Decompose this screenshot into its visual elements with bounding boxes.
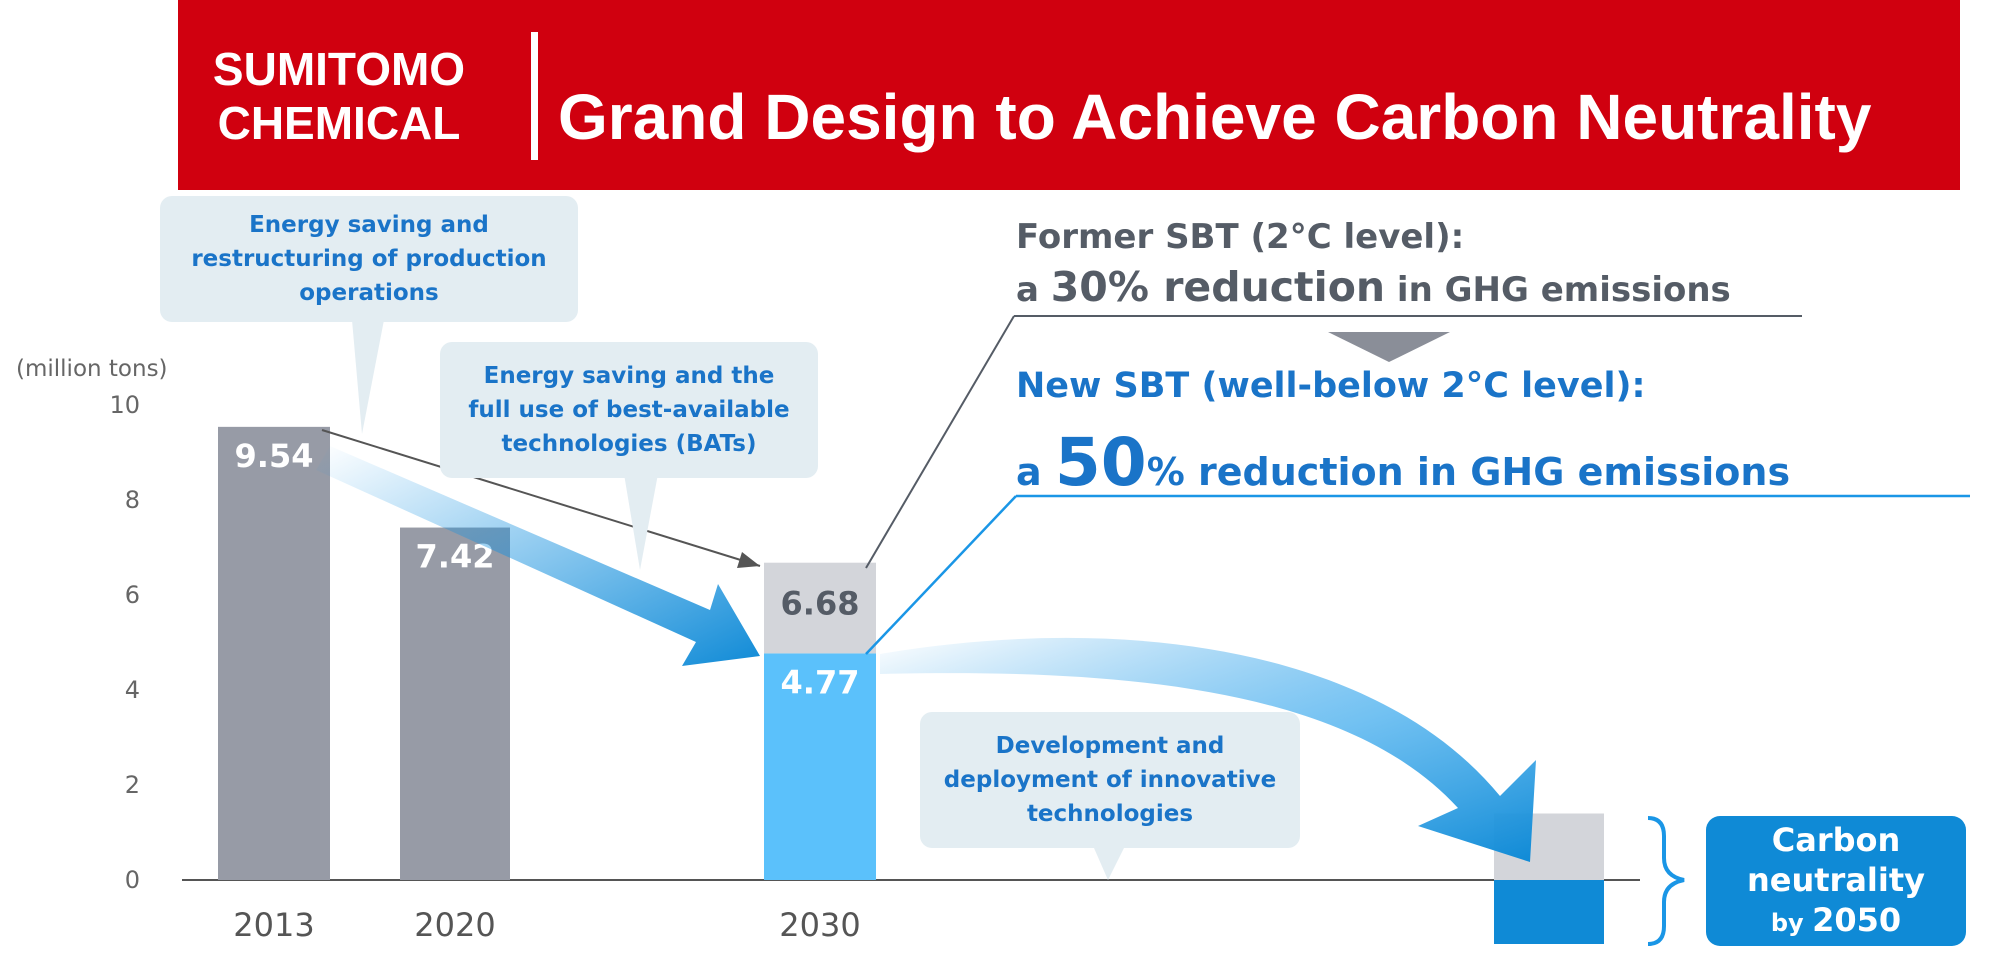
callout-text: Development and deployment of innovative… xyxy=(943,733,1277,827)
neutral-year: 2050 xyxy=(1812,900,1902,939)
bar-2030 xyxy=(764,653,876,880)
y-tick-label: 4 xyxy=(125,676,140,704)
brand-line-1: SUMITOMO xyxy=(212,43,466,95)
neutral-by: by xyxy=(1770,908,1813,937)
neutral-line-3: by 2050 xyxy=(1706,900,1966,943)
reduction-arrow-2030-2050 xyxy=(880,637,1536,862)
callout-1-pointer xyxy=(352,320,384,434)
page-title: Grand Design to Achieve Carbon Neutralit… xyxy=(558,81,1872,153)
reduction-arrow-2013-2030 xyxy=(316,446,760,666)
brand-line-2: CHEMICAL xyxy=(217,97,461,149)
callout-3-pointer xyxy=(1094,848,1124,880)
former-sbt-reduction: a 30% reduction in GHG emissions xyxy=(1016,262,1731,315)
y-tick-label: 8 xyxy=(125,486,140,514)
new-sbt-connector xyxy=(865,495,1017,655)
callout-innovative-tech: Development and deployment of innovative… xyxy=(920,712,1300,848)
header-banner: SUMITOMO CHEMICAL Grand Design to Achiev… xyxy=(178,0,1960,190)
callout-text: Energy saving and restructuring of produ… xyxy=(191,212,547,306)
carbon-neutrality-badge: Carbon neutrality by 2050 xyxy=(1706,816,1966,946)
bar-target-2030 xyxy=(764,562,876,654)
bar-2050-below-zero xyxy=(1494,880,1604,944)
bar-value-2030: 4.77 xyxy=(781,663,860,701)
callout-text: Energy saving and the full use of best-a… xyxy=(468,363,790,457)
bar-value-2030-target: 6.68 xyxy=(781,585,860,623)
former-sbt-text: Former SBT (2°C level): a 30% reduction … xyxy=(1016,212,1731,315)
y-tick-label: 2 xyxy=(125,771,140,799)
new-sbt-reduction: a 50% reduction in GHG emissions xyxy=(1016,424,1790,501)
callout-2-pointer xyxy=(624,474,658,570)
x-tick-label: 2030 xyxy=(779,906,860,944)
neutral-line-1: Carbon xyxy=(1771,820,1901,859)
company-logo: SUMITOMO CHEMICAL xyxy=(204,42,474,150)
y-tick-label: 10 xyxy=(109,391,140,419)
x-tick-label: 2020 xyxy=(414,906,495,944)
callout-energy-restructuring: Energy saving and restructuring of produ… xyxy=(160,196,578,322)
brace-icon xyxy=(1647,816,1685,946)
former-a: a xyxy=(1016,270,1051,310)
header-divider xyxy=(531,32,538,160)
callout-bats: Energy saving and the full use of best-a… xyxy=(440,342,818,478)
y-tick-label: 0 xyxy=(125,866,140,894)
former-sbt-connector xyxy=(865,315,1015,569)
y-axis-unit: (million tons) xyxy=(16,356,168,382)
new-50: 50 xyxy=(1054,424,1147,501)
bar-value-2013: 9.54 xyxy=(235,437,314,475)
new-sbt-title: New SBT (well-below 2°C level): xyxy=(1016,366,1646,406)
bar-2020 xyxy=(400,527,510,880)
bar-2013 xyxy=(218,426,330,880)
neutral-line-2: neutrality xyxy=(1746,860,1926,899)
former-sbt-title: Former SBT (2°C level): xyxy=(1016,217,1465,257)
x-tick-label: 2013 xyxy=(233,906,314,944)
new-rest: in GHG emissions xyxy=(1403,450,1791,494)
y-tick-label: 6 xyxy=(125,581,140,609)
new-pct: % reduction xyxy=(1146,450,1404,494)
new-a: a xyxy=(1016,450,1055,494)
trend-line xyxy=(321,429,761,567)
down-triangle-icon xyxy=(1328,332,1450,362)
former-rest: in GHG emissions xyxy=(1385,270,1731,310)
former-pct: 30% reduction xyxy=(1050,263,1386,311)
trend-line-arrowhead xyxy=(737,552,760,568)
